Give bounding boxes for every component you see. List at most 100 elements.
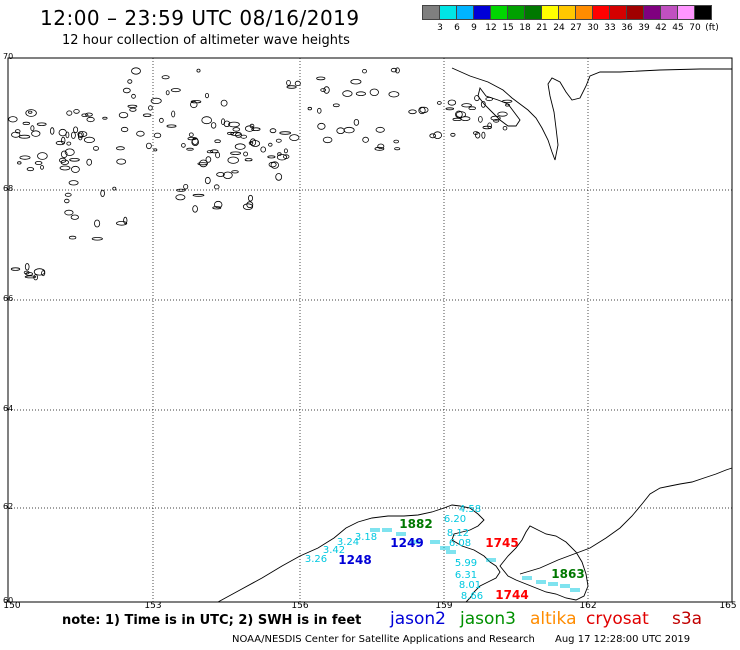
lake-outline xyxy=(64,198,70,204)
pass-time-label: 1248 xyxy=(338,553,371,567)
lake-outline xyxy=(40,165,44,170)
lake-outline xyxy=(36,122,47,126)
lake-outline xyxy=(502,125,508,131)
lake-outline xyxy=(71,165,80,173)
lake-outline xyxy=(73,126,79,134)
lake-outline xyxy=(460,116,471,121)
lake-outline xyxy=(136,130,145,137)
lake-outline xyxy=(408,109,417,115)
lake-outline xyxy=(294,80,301,87)
lake-outline xyxy=(343,126,355,134)
lake-outline xyxy=(175,194,186,201)
legend-jason3: jason3 xyxy=(460,609,516,629)
lake-outline xyxy=(493,119,500,123)
lake-outline xyxy=(452,117,462,122)
lake-outline xyxy=(26,167,35,172)
lake-outline xyxy=(445,107,455,111)
lake-outline xyxy=(55,140,65,146)
coastline-peninsula xyxy=(217,504,501,603)
lake-outline xyxy=(317,122,326,130)
lat-lon-grid xyxy=(7,57,733,603)
longitude-label: 150 xyxy=(3,601,21,611)
satellite-tracks: 3.263.423.243.18 4.586.20 8.126.08 5.996.31… xyxy=(305,504,580,602)
track-reading-cluster xyxy=(410,540,420,544)
latitude-label: 62 xyxy=(3,502,14,511)
swh-value: 3.26 xyxy=(305,554,327,565)
lake-outline xyxy=(283,154,290,159)
swh-value: 6.20 xyxy=(444,514,466,525)
lake-outline xyxy=(91,237,103,241)
lake-outline xyxy=(206,150,214,154)
lake-outline xyxy=(216,172,225,177)
swh-value: 6.08 xyxy=(449,538,471,549)
track-reading-cluster xyxy=(548,582,558,586)
lake-outline xyxy=(246,201,254,209)
lake-outline xyxy=(183,183,189,190)
coastline-kodiak xyxy=(499,525,589,601)
footer-note: note: 1) Time is in UTC; 2) SWH is in fe… xyxy=(62,613,362,628)
lake-outline xyxy=(332,103,340,108)
lake-outline xyxy=(362,136,369,143)
scale-label: 21 xyxy=(536,23,548,33)
lake-outline xyxy=(267,155,276,159)
lake-outline xyxy=(176,188,186,192)
lake-outline xyxy=(433,131,443,140)
lake-outline xyxy=(145,142,152,150)
coastline-northeast xyxy=(451,67,732,161)
lake-outline xyxy=(388,91,400,98)
lake-outline xyxy=(192,193,205,197)
lake-outline xyxy=(223,120,231,127)
longitude-label: 165 xyxy=(719,601,737,611)
lake-outline xyxy=(34,160,43,165)
lake-outline xyxy=(320,88,327,92)
lake-outline xyxy=(201,116,213,125)
track-reading-cluster xyxy=(536,580,546,584)
lake-outline xyxy=(116,146,125,151)
lake-outline xyxy=(14,129,21,134)
lake-outline xyxy=(215,151,221,159)
pass-labels: 1248 1249 1882 1745 1744 1863 xyxy=(338,517,584,602)
lake-outline xyxy=(307,106,312,111)
lake-outline xyxy=(148,105,153,111)
color-swatches xyxy=(422,5,712,20)
lake-outline xyxy=(369,88,379,96)
lake-outline xyxy=(25,271,34,276)
track-reading-cluster xyxy=(570,588,580,592)
scale-label: 15 xyxy=(502,23,514,33)
scale-label: 27 xyxy=(570,23,582,33)
lake-outline xyxy=(222,171,233,179)
latitude-label: 60 xyxy=(3,596,14,605)
lake-outline xyxy=(317,107,322,114)
lake-outline xyxy=(86,116,95,123)
timestamp-text: Aug 17 12:28:00 UTC 2019 xyxy=(555,634,691,645)
lake-outline xyxy=(127,79,133,84)
lake-outline xyxy=(190,100,198,109)
lake-outline xyxy=(393,139,400,144)
lake-outline xyxy=(355,91,366,96)
lake-outline xyxy=(268,142,273,147)
lake-outline xyxy=(316,76,326,81)
map-subtitle: 12 hour collection of altimeter wave hei… xyxy=(62,33,350,48)
lake-outline xyxy=(210,149,219,154)
lake-outline xyxy=(244,158,253,162)
lake-outline xyxy=(68,180,79,186)
legend-cryosat: cryosat xyxy=(586,609,649,629)
lake-outline xyxy=(153,132,162,139)
lake-outline xyxy=(230,151,242,155)
scale-label: 39 xyxy=(638,23,650,33)
lake-outline xyxy=(447,99,457,106)
lake-outline xyxy=(247,194,253,202)
lake-outlines xyxy=(8,67,513,281)
scale-label: 30 xyxy=(587,23,599,33)
lake-outline xyxy=(24,263,30,271)
track-reading-cluster xyxy=(370,528,380,532)
lake-outline xyxy=(196,68,201,73)
lake-outline xyxy=(322,136,333,144)
lake-outline xyxy=(131,67,141,75)
lake-outline xyxy=(85,112,93,117)
lake-outline xyxy=(30,125,35,132)
lake-outline xyxy=(70,214,79,220)
lake-outline xyxy=(220,99,228,107)
lake-outline xyxy=(78,132,83,141)
